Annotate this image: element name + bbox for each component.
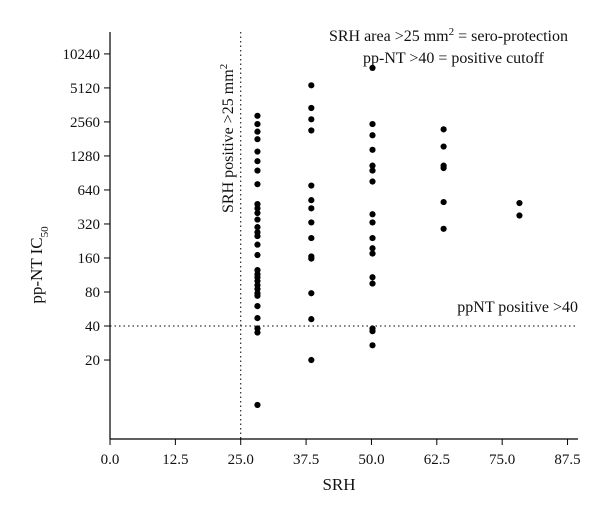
- vertical-line-label-text: SRH positive >25 mm: [220, 69, 237, 213]
- data-point: [308, 290, 315, 297]
- legend-line-1-tail: = sero-protection: [454, 28, 568, 45]
- data-point: [254, 314, 261, 322]
- data-point: [308, 82, 315, 89]
- data-point: [254, 401, 261, 409]
- data-point: [440, 143, 447, 150]
- vertical-line-label: SRH positive >25 mm2: [218, 64, 237, 213]
- y-tick-label: 10240: [63, 47, 101, 63]
- data-point: [254, 224, 261, 231]
- data-point: [369, 178, 376, 185]
- data-point: [369, 146, 376, 153]
- legend-line-1-text: SRH area >25 mm: [329, 28, 449, 45]
- data-point: [308, 234, 315, 242]
- data-point: [369, 274, 376, 281]
- data-point: [254, 292, 261, 299]
- data-point: [308, 104, 315, 112]
- y-tick-label: 2560: [70, 115, 100, 131]
- y-tick-label: 80: [85, 285, 100, 301]
- data-point: [369, 120, 376, 128]
- data-point: [369, 328, 376, 335]
- data-point: [254, 251, 261, 259]
- data-point: [369, 211, 376, 218]
- y-axis-title: pp-NT IC50: [27, 226, 51, 304]
- vertical-line-label-superscript: 2: [218, 64, 230, 70]
- data-point: [254, 167, 261, 174]
- data-point: [254, 158, 261, 165]
- y-tick-label: 1280: [70, 149, 100, 165]
- x-tick-label: 87.5: [554, 452, 580, 468]
- data-point: [308, 127, 315, 134]
- data-point: [254, 209, 261, 217]
- x-axis-ticks: 0.0 12.5 25.0 37.5 50.0 62.5 75.0 87.5: [101, 439, 581, 468]
- data-point: [254, 329, 261, 336]
- data-point: [369, 342, 376, 349]
- y-tick-label: 640: [78, 183, 101, 199]
- legend-line-1-superscript: 2: [449, 26, 455, 38]
- data-point: [254, 216, 261, 223]
- data-point: [308, 182, 315, 189]
- data-point: [440, 126, 447, 133]
- data-point: [308, 356, 315, 364]
- data-point: [308, 197, 315, 204]
- y-axis-title-subscript: 50: [39, 226, 51, 238]
- data-point: [440, 164, 447, 172]
- axes: [109, 32, 578, 440]
- data-point: [369, 167, 376, 174]
- data-point: [254, 232, 261, 240]
- data-points: [254, 64, 523, 409]
- x-tick-label: 12.5: [162, 452, 188, 468]
- data-point: [308, 219, 315, 226]
- data-point: [308, 255, 315, 262]
- data-point: [308, 116, 315, 123]
- data-point: [254, 128, 261, 135]
- data-point: [308, 316, 315, 323]
- data-point: [254, 181, 261, 188]
- x-tick-label: 0.0: [101, 452, 120, 468]
- x-tick-label: 25.0: [228, 452, 254, 468]
- x-tick-label: 50.0: [358, 452, 384, 468]
- data-point: [254, 200, 261, 208]
- data-point: [254, 148, 261, 155]
- data-point: [254, 136, 261, 143]
- data-point: [369, 132, 376, 139]
- data-point: [369, 250, 376, 257]
- data-point: [254, 205, 261, 212]
- data-point: [440, 225, 447, 232]
- data-point: [369, 219, 376, 226]
- data-point: [369, 234, 376, 242]
- data-point: [254, 112, 261, 119]
- y-tick-label: 5120: [70, 81, 100, 97]
- data-point: [516, 199, 523, 207]
- reference-lines: [110, 32, 578, 439]
- data-point: [369, 162, 376, 169]
- y-axis-ticks: 20 40 80 160 320 640 1280 2560 5120 10240: [63, 47, 110, 369]
- x-axis-title: SRH: [322, 475, 355, 494]
- y-tick-label: 40: [85, 319, 100, 335]
- data-point: [440, 198, 447, 206]
- data-point: [369, 64, 376, 71]
- x-tick-label: 37.5: [293, 452, 319, 468]
- x-tick-label: 75.0: [489, 452, 515, 468]
- data-point: [369, 245, 376, 252]
- y-tick-label: 20: [85, 353, 100, 369]
- legend-line-2: pp-NT >40 = positive cutoff: [363, 50, 545, 67]
- legend-line-1: SRH area >25 mm2 = sero-protection: [329, 26, 568, 45]
- x-tick-label: 62.5: [424, 452, 450, 468]
- data-point: [308, 205, 315, 212]
- y-tick-label: 160: [78, 251, 101, 267]
- y-tick-label: 320: [78, 217, 101, 233]
- y-axis-title-main: pp-NT IC: [27, 237, 46, 303]
- data-point: [254, 120, 261, 128]
- data-point: [369, 280, 376, 287]
- data-point: [254, 241, 261, 248]
- horizontal-line-label: ppNT positive >40: [457, 299, 578, 316]
- data-point: [254, 303, 261, 310]
- data-point: [516, 212, 523, 219]
